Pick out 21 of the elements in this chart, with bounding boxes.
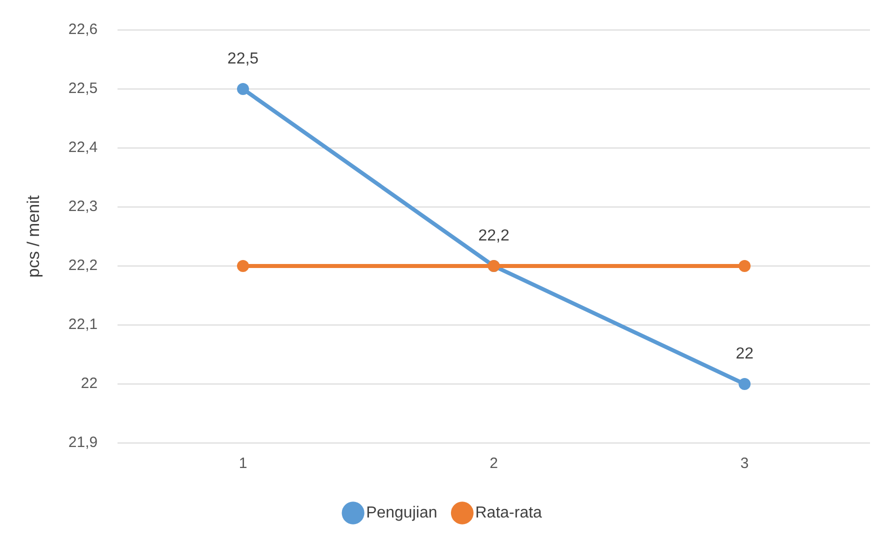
y-tick-label: 22,3 [68,198,98,216]
x-tick-label: 2 [490,455,498,472]
y-tick-label: 22,6 [68,21,98,38]
legend-label: Pengujian [366,504,438,522]
y-tick-label: 22,1 [68,316,98,334]
point [236,83,249,95]
data-label: 22,2 [478,227,510,244]
point [738,378,751,390]
y-tick-label: 22,2 [68,257,98,274]
y-axis-title: pcs / menit [24,195,43,278]
x-tick-label: 1 [238,455,248,472]
data-label: 22,5 [227,50,259,68]
y-tick-label: 22,5 [68,80,98,98]
data-label: 22 [736,345,754,362]
y-tick-label: 22,4 [68,139,98,156]
point [236,260,249,272]
y-tick-label: 21,9 [68,434,98,452]
point [738,260,751,272]
y-tick-label: 22 [80,375,98,392]
legend-label: Rata-rata [475,504,542,522]
x-tick-label: 3 [740,455,749,472]
